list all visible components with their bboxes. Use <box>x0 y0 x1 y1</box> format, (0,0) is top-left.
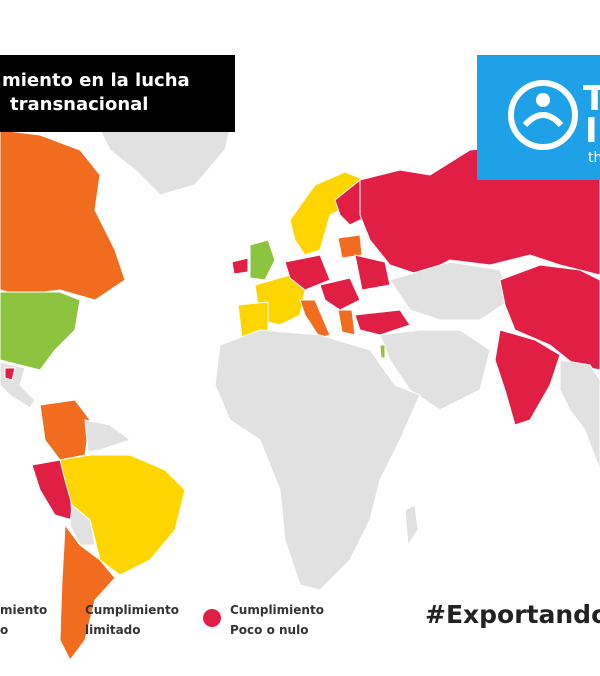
legend-swatch <box>61 609 79 627</box>
legend-label: Cumplimiento <box>230 603 324 617</box>
legend-label: Poco o nulo <box>230 623 308 637</box>
title-line: miento en la lucha <box>2 70 190 91</box>
legend-label: limitado <box>85 623 141 637</box>
legend-label: Cumplimiento <box>85 603 179 617</box>
logo-icon-head <box>536 93 550 107</box>
hashtag: #Exportando <box>425 600 600 629</box>
legend-label: o <box>0 623 8 637</box>
title-box <box>0 55 235 132</box>
logo-letter: I <box>585 111 598 151</box>
legend-swatch <box>203 609 221 627</box>
logo-icon-arms <box>522 112 564 128</box>
logo-letter: T <box>583 79 600 119</box>
logo-tagline: th <box>588 150 600 166</box>
legend: miento o Cumplimiento limitado Cumplimie… <box>0 603 324 637</box>
legend-label: miento <box>0 603 47 617</box>
world-map <box>0 89 600 661</box>
logo-icon <box>508 80 578 150</box>
title-line: transnacional <box>10 94 148 115</box>
